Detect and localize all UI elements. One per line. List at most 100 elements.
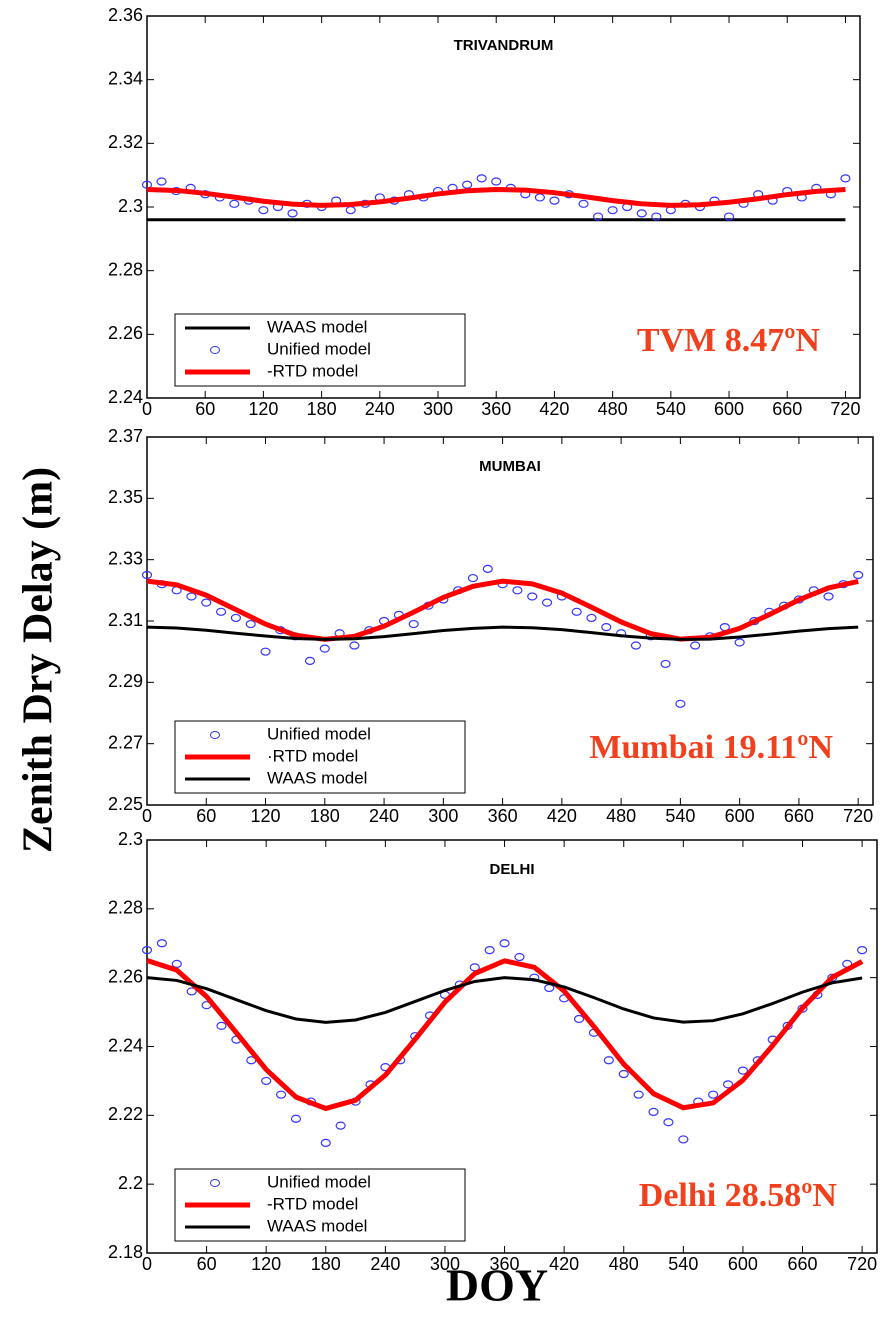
scatter-point bbox=[675, 699, 686, 708]
scatter-point bbox=[491, 177, 502, 186]
panel-title: DELHI bbox=[490, 861, 535, 878]
scatter-point bbox=[708, 1090, 719, 1099]
scatter-point bbox=[216, 1021, 227, 1030]
x-tick-label: 540 bbox=[656, 399, 686, 419]
x-tick-label: 540 bbox=[665, 806, 695, 826]
scatter-point bbox=[186, 592, 197, 601]
scatter-point bbox=[275, 1090, 287, 1099]
scatter-point bbox=[571, 607, 582, 616]
legend-label: -RTD model bbox=[267, 361, 358, 380]
scatter-point bbox=[823, 592, 834, 601]
y-tick-label: 2.3 bbox=[118, 196, 143, 216]
y-tick-label: 2.22 bbox=[108, 1104, 143, 1124]
series-line bbox=[146, 625, 859, 641]
scatter-point bbox=[408, 619, 419, 629]
x-tick-label: 540 bbox=[668, 1254, 698, 1274]
scatter-point bbox=[723, 212, 735, 221]
scatter-point bbox=[734, 638, 745, 647]
scatter-point bbox=[171, 959, 182, 969]
scatter-point bbox=[853, 570, 864, 580]
y-tick-label: 2.24 bbox=[108, 387, 143, 407]
series-line bbox=[146, 958, 864, 1112]
x-tick-label: 60 bbox=[197, 1254, 217, 1274]
scatter-point bbox=[512, 586, 523, 595]
legend-label: Unified model bbox=[267, 724, 371, 743]
x-tick-label: 300 bbox=[423, 399, 453, 419]
scatter-point bbox=[319, 644, 330, 653]
x-tick-label: 660 bbox=[787, 1254, 817, 1274]
x-tick-label: 480 bbox=[598, 399, 628, 419]
x-tick-label: 120 bbox=[251, 806, 281, 826]
scatter-point bbox=[578, 199, 589, 208]
x-tick-label: 720 bbox=[830, 399, 860, 419]
legend-label: ·RTD model bbox=[267, 746, 358, 765]
scatter-point bbox=[304, 656, 316, 665]
y-tick-label: 2.36 bbox=[108, 5, 143, 25]
x-tick-label: 60 bbox=[196, 806, 216, 826]
scatter-point bbox=[678, 1135, 689, 1144]
scatter-point bbox=[607, 206, 618, 215]
scatter-point bbox=[840, 174, 851, 183]
x-tick-label: 240 bbox=[365, 399, 395, 419]
x-tick-label: 60 bbox=[195, 399, 215, 419]
y-tick-label: 2.26 bbox=[108, 966, 143, 986]
annotation: TVM 8.47ºN bbox=[637, 322, 821, 359]
y-tick-label: 2.35 bbox=[108, 487, 143, 507]
legend-marker bbox=[210, 731, 220, 739]
scatter-point bbox=[514, 952, 525, 962]
x-tick-label: 180 bbox=[311, 1254, 341, 1274]
scatter-point bbox=[320, 1138, 331, 1147]
x-tick-label: 300 bbox=[430, 1254, 460, 1274]
x-tick-label: 360 bbox=[490, 1254, 520, 1274]
y-tick-label: 2.24 bbox=[108, 1035, 143, 1055]
scatter-point bbox=[549, 196, 560, 205]
x-tick-label: 420 bbox=[547, 806, 577, 826]
scatter-point bbox=[603, 1056, 614, 1065]
x-tick-label: 180 bbox=[310, 806, 340, 826]
x-tick-label: 300 bbox=[428, 806, 458, 826]
scatter-point bbox=[261, 1076, 272, 1086]
scatter-point bbox=[290, 1114, 302, 1123]
y-tick-label: 2.27 bbox=[108, 732, 143, 752]
scatter-point bbox=[484, 946, 495, 955]
series-line bbox=[146, 186, 846, 208]
scatter-point bbox=[618, 1069, 629, 1079]
x-tick-label: 120 bbox=[248, 399, 278, 419]
x-tick-label: 360 bbox=[488, 806, 518, 826]
scatter-point bbox=[857, 946, 868, 955]
x-tick-label: 660 bbox=[772, 399, 802, 419]
panel-title: TRIVANDRUM bbox=[454, 37, 554, 54]
y-tick-label: 2.2 bbox=[118, 1173, 143, 1193]
y-tick-label: 2.3 bbox=[118, 829, 143, 849]
y-tick-label: 2.32 bbox=[108, 132, 143, 152]
scatter-point bbox=[737, 1066, 749, 1075]
y-tick-label: 2.28 bbox=[108, 259, 143, 279]
scatter-point bbox=[156, 939, 167, 948]
y-tick-label: 2.26 bbox=[108, 323, 143, 343]
scatter-point bbox=[467, 573, 479, 583]
x-tick-label: 480 bbox=[609, 1254, 639, 1274]
legend-label: WAAS model bbox=[267, 768, 367, 787]
scatter-point bbox=[482, 564, 493, 573]
scatter-point bbox=[690, 641, 701, 650]
scatter-point bbox=[230, 613, 241, 623]
scatter-point bbox=[229, 199, 240, 208]
y-tick-label: 2.25 bbox=[108, 794, 143, 814]
series-line bbox=[146, 976, 863, 1024]
scatter-point bbox=[651, 212, 662, 221]
scatter-point bbox=[636, 209, 647, 218]
x-tick-label: 120 bbox=[251, 1254, 281, 1274]
scatter-point bbox=[592, 212, 604, 221]
panel: 0 60 120 180 240 300 360 420 480 540 600 660 720 2.24… bbox=[108, 5, 861, 419]
scatter-point bbox=[141, 570, 153, 580]
scatter-point bbox=[660, 659, 671, 669]
scatter-point bbox=[156, 177, 167, 186]
scatter-point bbox=[141, 180, 153, 189]
scatter-point bbox=[186, 987, 197, 996]
series-line bbox=[146, 578, 859, 642]
y-tick-label: 2.18 bbox=[108, 1242, 143, 1262]
scatter-point bbox=[349, 641, 360, 650]
x-tick-label: 660 bbox=[784, 806, 814, 826]
scatter-point bbox=[476, 174, 487, 183]
